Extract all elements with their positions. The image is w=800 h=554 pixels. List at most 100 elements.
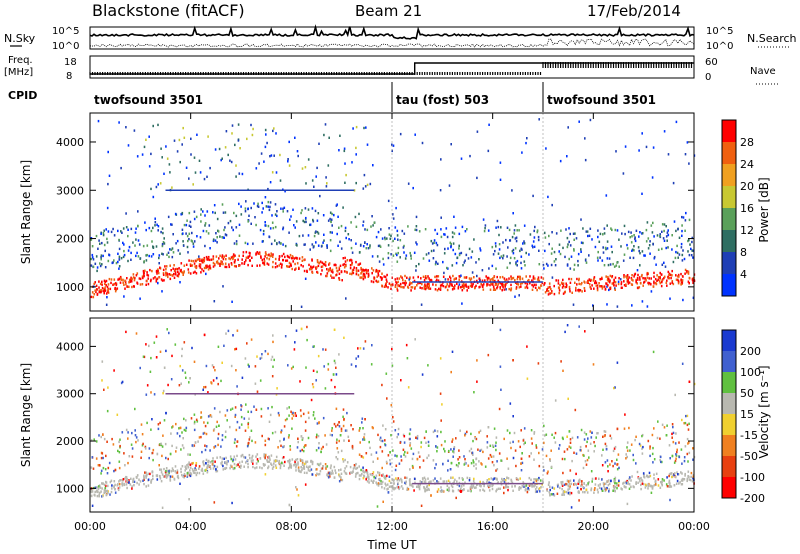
heatmap-cell [101,263,103,266]
heatmap-cell [142,276,144,280]
heatmap-cell [282,226,285,229]
heatmap-cell [455,277,457,280]
heatmap-cell [229,219,232,223]
heatmap-cell [336,457,339,461]
heatmap-cell [600,487,603,490]
heatmap-cell [532,194,534,198]
heatmap-cell [677,273,680,277]
heatmap-cell [508,287,510,291]
heatmap-cell [634,438,636,442]
heatmap-cell [331,429,333,432]
heatmap-cell [661,223,664,226]
heatmap-cell [452,476,454,479]
heatmap-cell [191,346,193,350]
heatmap-cell [139,257,141,260]
heatmap-cell [217,437,219,440]
heatmap-cell [131,431,133,435]
heatmap-cell [315,468,317,471]
heatmap-cell [156,474,159,477]
heatmap-cell [408,278,410,281]
heatmap-cell [320,245,323,248]
heatmap-cell [366,243,368,246]
heatmap-cell [326,182,328,185]
heatmap-cell [252,242,254,245]
heatmap-cell [568,287,571,291]
heatmap-cell [685,271,688,274]
heatmap-cell [335,373,338,376]
heatmap-cell [568,257,570,261]
heatmap-cell [266,257,268,260]
heatmap-cell [90,257,92,261]
heatmap-cell [526,490,529,494]
heatmap-cell [667,246,669,249]
heatmap-cell [646,221,649,224]
heatmap-cell [543,441,545,445]
heatmap-cell [90,490,93,494]
heatmap-cell [550,465,553,469]
heatmap-cell [455,463,458,467]
heatmap-cell [675,432,677,435]
heatmap-cell [140,450,143,453]
heatmap-cell [282,258,285,262]
heatmap-cell [442,489,444,493]
heatmap-cell [256,264,258,267]
heatmap-cell [562,282,565,285]
heatmap-cell [337,451,340,454]
heatmap-cell [324,387,327,390]
heatmap-cell [386,462,388,465]
heatmap-cell [491,283,494,286]
heatmap-cell [497,487,500,490]
heatmap-cell [171,444,173,448]
heatmap-cell [245,256,248,259]
heatmap-cell [520,285,522,288]
heatmap-cell [458,456,461,459]
heatmap-cell [194,270,196,273]
heatmap-cell [632,485,635,488]
heatmap-cell [440,430,442,434]
colorbar-swatch [722,142,736,164]
heatmap-cell [152,253,155,256]
heatmap-cell [375,268,378,272]
heatmap-cell [546,288,548,291]
heatmap-cell [392,416,394,419]
heatmap-cell [370,280,373,283]
heatmap-cell [340,427,343,430]
heatmap-cell [157,271,160,275]
heatmap-cell [175,471,178,475]
heatmap-cell [219,235,221,238]
heatmap-cell [90,295,93,299]
heatmap-cell [274,266,277,269]
heatmap-cell [209,461,212,464]
heatmap-cell [195,272,198,275]
heatmap-cell [454,478,456,481]
heatmap-cell [614,276,617,279]
heatmap-cell [642,284,644,287]
heatmap-cell [400,459,403,462]
heatmap-cell [138,478,140,481]
heatmap-cell [395,477,397,480]
heatmap-cell [596,287,599,290]
heatmap-cell [103,483,106,486]
heatmap-cell [406,451,409,454]
heatmap-cell [140,456,142,459]
heatmap-cell [274,203,277,206]
heatmap-cell [544,282,546,285]
heatmap-cell [147,478,150,481]
heatmap-cell [274,459,277,463]
heatmap-cell [264,196,267,199]
heatmap-cell [551,486,554,489]
heatmap-cell [661,247,663,251]
heatmap-cell [272,465,275,468]
heatmap-cell [244,207,247,210]
heatmap-cell [329,211,332,214]
heatmap-cell [449,282,451,285]
heatmap-cell [665,483,668,486]
heatmap-cell [224,467,226,470]
heatmap-cell [220,462,222,465]
heatmap-cell [500,480,502,484]
heatmap-cell [512,456,515,460]
heatmap-cell [543,469,545,472]
heatmap-cell [303,258,305,262]
heatmap-cell [274,464,277,467]
heatmap-cell [649,447,651,450]
